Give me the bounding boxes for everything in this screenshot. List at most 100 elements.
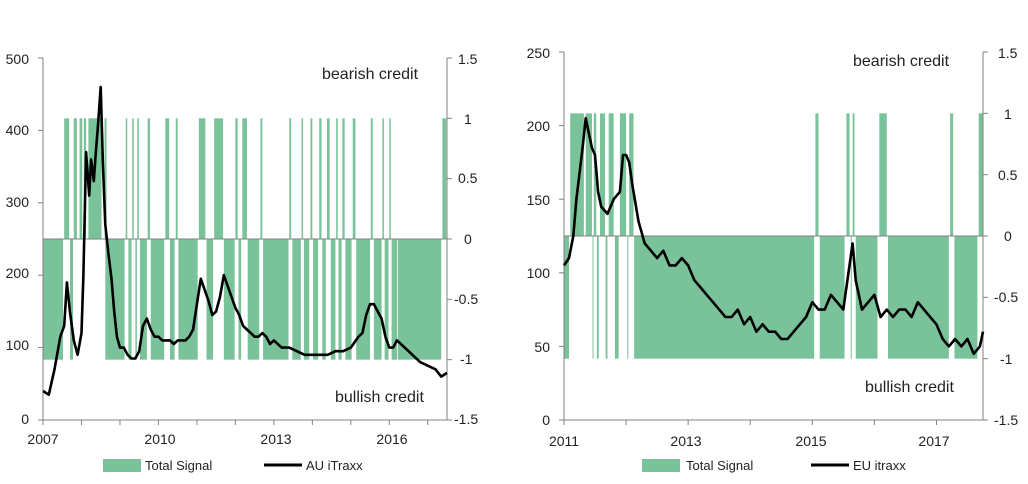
y-right-tick-label: -1.5 [994, 412, 1018, 428]
signal-bar-positive [879, 113, 887, 236]
eu-itraxx-line [562, 116, 985, 356]
y-left-tick-label: 0 [542, 412, 550, 428]
signal-bar-positive [815, 113, 819, 236]
signal-bar-positive [593, 113, 597, 236]
annotation-bearish-credit: bearish credit [322, 66, 419, 83]
y-right-tick-labels: 1.5 1 0.5 0 -0.5 -1 -1.5 [994, 45, 1018, 428]
signal-bar-negative [356, 239, 371, 360]
x-ticks [563, 420, 937, 425]
signal-bar-negative [564, 236, 569, 359]
chart-eu-itraxx: 250 200 150 100 50 0 1.5 1 0.5 0 -0.5 -1… [527, 45, 1019, 473]
signal-bar-negative [169, 239, 175, 360]
x-ticks [42, 420, 429, 425]
total-signal-bars [43, 118, 447, 360]
signal-bar-negative [592, 236, 594, 359]
signal-bar-negative [614, 236, 619, 359]
y-left-tick-labels: 500 400 300 200 100 0 [6, 51, 30, 427]
annotation-bearish-credit: bearish credit [853, 53, 950, 70]
total-signal-bars [564, 113, 983, 359]
signal-bar-negative [135, 239, 137, 360]
x-tick-label: 2013 [260, 431, 291, 447]
signal-bar-negative [855, 236, 878, 359]
legend-label-eu-itraxx: EU itraxx [853, 458, 906, 473]
signal-bar-positive [389, 118, 391, 239]
signal-bar-negative [150, 239, 165, 360]
signal-bar-positive [235, 118, 238, 239]
signal-bar-negative [322, 239, 326, 360]
signal-bar-positive [214, 118, 224, 239]
signal-bar-positive [846, 113, 850, 236]
y-right-tick-marks [447, 57, 452, 421]
signal-bar-negative [330, 239, 336, 360]
y-right-tick-label: -0.5 [454, 291, 478, 307]
signal-bar-negative [627, 236, 629, 359]
y-right-tick-label: 1.5 [998, 45, 1018, 61]
signal-bar-positive [289, 118, 292, 239]
x-tick-label: 2017 [918, 433, 949, 449]
signal-bar-positive [64, 118, 70, 239]
signal-bar-negative [303, 239, 310, 360]
signal-bar-negative [384, 239, 389, 360]
y-left-tick-label: 100 [527, 265, 551, 281]
y-left-tick-labels: 250 200 150 100 50 0 [527, 45, 551, 428]
signal-bar-negative [128, 239, 132, 360]
signal-bar-negative [139, 239, 147, 360]
signal-bar-negative [596, 236, 599, 359]
signal-bar-negative [43, 239, 64, 360]
y-right-tick-marks [983, 51, 988, 421]
y-right-tick-labels: 1.5 1 0.5 0 -0.5 -1 -1.5 [454, 51, 478, 427]
signal-bar-positive [125, 118, 128, 239]
signal-bar-positive [442, 118, 447, 239]
y-left-tick-label: 300 [6, 194, 30, 210]
y-right-tick-label: 1.5 [458, 51, 478, 67]
y-right-tick-label: -1.5 [454, 411, 478, 427]
y-left-tick-label: 200 [6, 265, 30, 281]
signal-bar-positive [319, 118, 322, 239]
signal-bar-negative [888, 236, 949, 359]
y-right-tick-label: -0.5 [994, 289, 1018, 305]
signal-bar-negative [605, 236, 608, 359]
legend-label-total-signal: Total Signal [145, 458, 212, 473]
y-right-tick-label: -1 [460, 351, 473, 367]
signal-bar-negative [292, 239, 301, 360]
signal-bar-positive [301, 118, 304, 239]
y-left-tick-label: 50 [534, 339, 550, 355]
signal-bar-negative [373, 239, 382, 360]
signal-bar-positive [950, 113, 954, 236]
signal-bar-positive [600, 113, 605, 236]
y-left-tick-label: 500 [6, 51, 30, 67]
x-tick-labels: 2007 2010 2013 2016 [27, 431, 407, 447]
x-tick-label: 2010 [144, 431, 175, 447]
y-right-tick-label: 0.5 [458, 170, 478, 186]
signal-bar-positive [260, 118, 263, 239]
legend: Total Signal AU iTraxx [103, 458, 363, 473]
signal-bar-negative [247, 239, 260, 360]
y-left-tick-label: 200 [527, 118, 551, 134]
signal-bar-positive [336, 118, 338, 239]
signal-bar-negative [345, 239, 352, 360]
y-left-tick-label: 150 [527, 192, 551, 208]
x-tick-label: 2016 [376, 431, 407, 447]
y-right-tick-label: -1 [1000, 351, 1013, 367]
signal-bar-positive [352, 118, 356, 239]
signal-bar-negative [69, 239, 74, 360]
signal-bar-negative [206, 239, 214, 360]
signal-bar-positive [198, 118, 206, 239]
signal-bar-positive [175, 118, 178, 239]
signal-bar-positive [585, 113, 592, 236]
signal-bar-positive [608, 113, 614, 236]
signal-bar-positive [310, 118, 313, 239]
y-left-tick-label: 0 [21, 411, 29, 427]
signal-bar-positive [852, 113, 855, 236]
signal-bar-positive [619, 113, 627, 236]
x-tick-label: 2007 [27, 431, 58, 447]
legend-swatch-total-signal [642, 459, 680, 472]
y-right-tick-label: 0 [1004, 228, 1012, 244]
annotation-bullish-credit: bullish credit [335, 389, 424, 406]
signal-bar-negative [391, 239, 397, 360]
signal-bar-positive [342, 118, 345, 239]
legend-swatch-total-signal [103, 459, 141, 472]
y-right-tick-label: 0 [464, 231, 472, 247]
signal-bar-negative [850, 236, 852, 359]
